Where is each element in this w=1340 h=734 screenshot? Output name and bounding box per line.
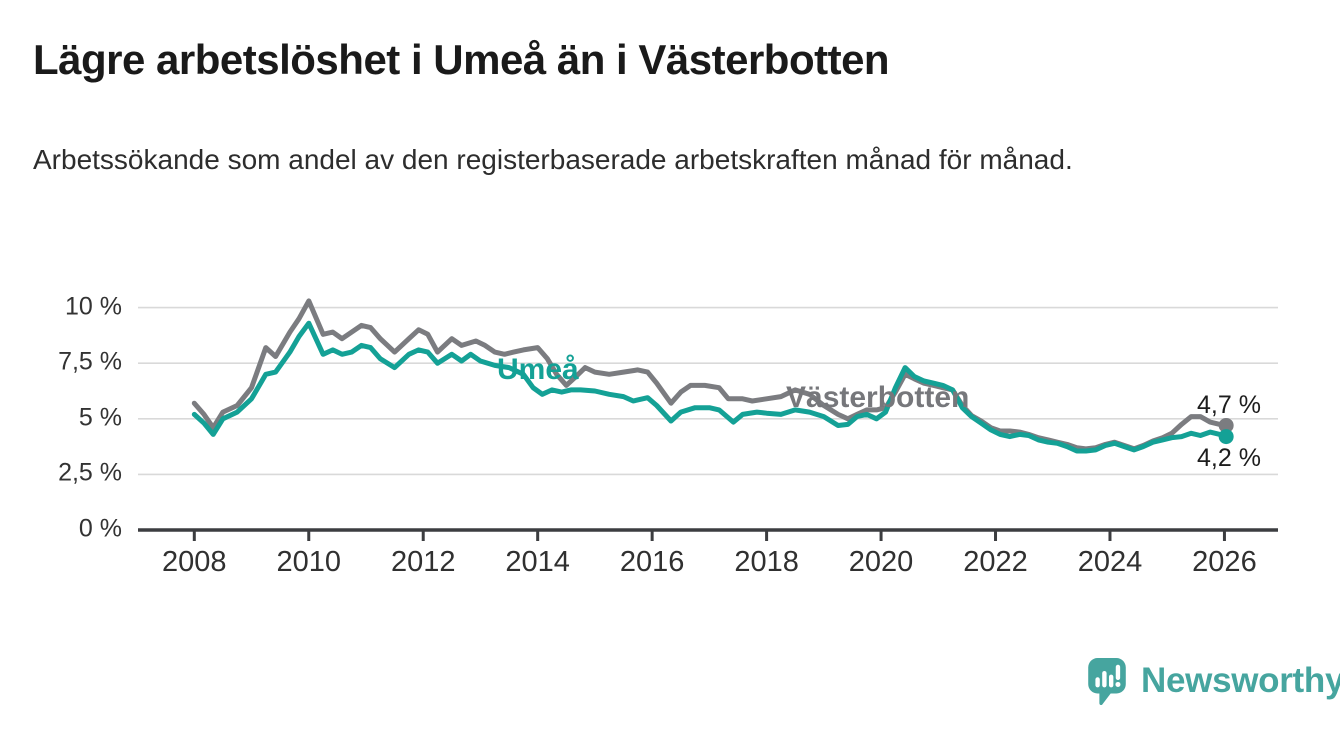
- x-tick-label: 2024: [1077, 546, 1143, 578]
- x-tick-label: 2020: [848, 546, 914, 578]
- page-title: Lägre arbetslöshet i Umeå än i Västerbot…: [33, 36, 890, 83]
- y-tick-label: 2,5 %: [58, 458, 122, 487]
- x-tick-label: 2018: [734, 546, 799, 578]
- x-tick-label: 2008: [162, 546, 227, 578]
- y-tick-label: 5 %: [78, 403, 122, 432]
- end-value-label-umea: 4,2 %: [1197, 444, 1261, 472]
- x-tick-label: 2026: [1192, 546, 1257, 578]
- series-label-umea: Umeå: [497, 353, 579, 386]
- x-tick-label: 2014: [505, 546, 570, 578]
- series-line-v-sterbotten: [191, 298, 1229, 452]
- x-tick-label: 2022: [963, 546, 1028, 578]
- newsworthy-logo: Newsworthy: [1087, 657, 1340, 705]
- end-dot-ume-: [1218, 429, 1234, 445]
- chart-subtitle: Arbetssökande som andel av den registerb…: [33, 144, 1073, 175]
- series-line-ume-: [191, 320, 1229, 454]
- x-tick-label: 2010: [276, 546, 342, 578]
- series-label-vasterbotten: Västerbotten: [786, 381, 970, 414]
- y-tick-label: 7,5 %: [58, 347, 122, 376]
- x-tick-label: 2012: [390, 546, 456, 578]
- y-tick-label: 10 %: [65, 291, 122, 320]
- newsworthy-logo-icon: [1088, 658, 1126, 705]
- x-tick-label: 2016: [619, 546, 685, 578]
- newsworthy-logo-text: Newsworthy: [1141, 661, 1340, 700]
- end-dot-v-sterbotten: [1218, 417, 1234, 433]
- y-tick-label: 0 %: [78, 514, 122, 543]
- end-value-label-vasterbotten: 4,7 %: [1197, 391, 1261, 419]
